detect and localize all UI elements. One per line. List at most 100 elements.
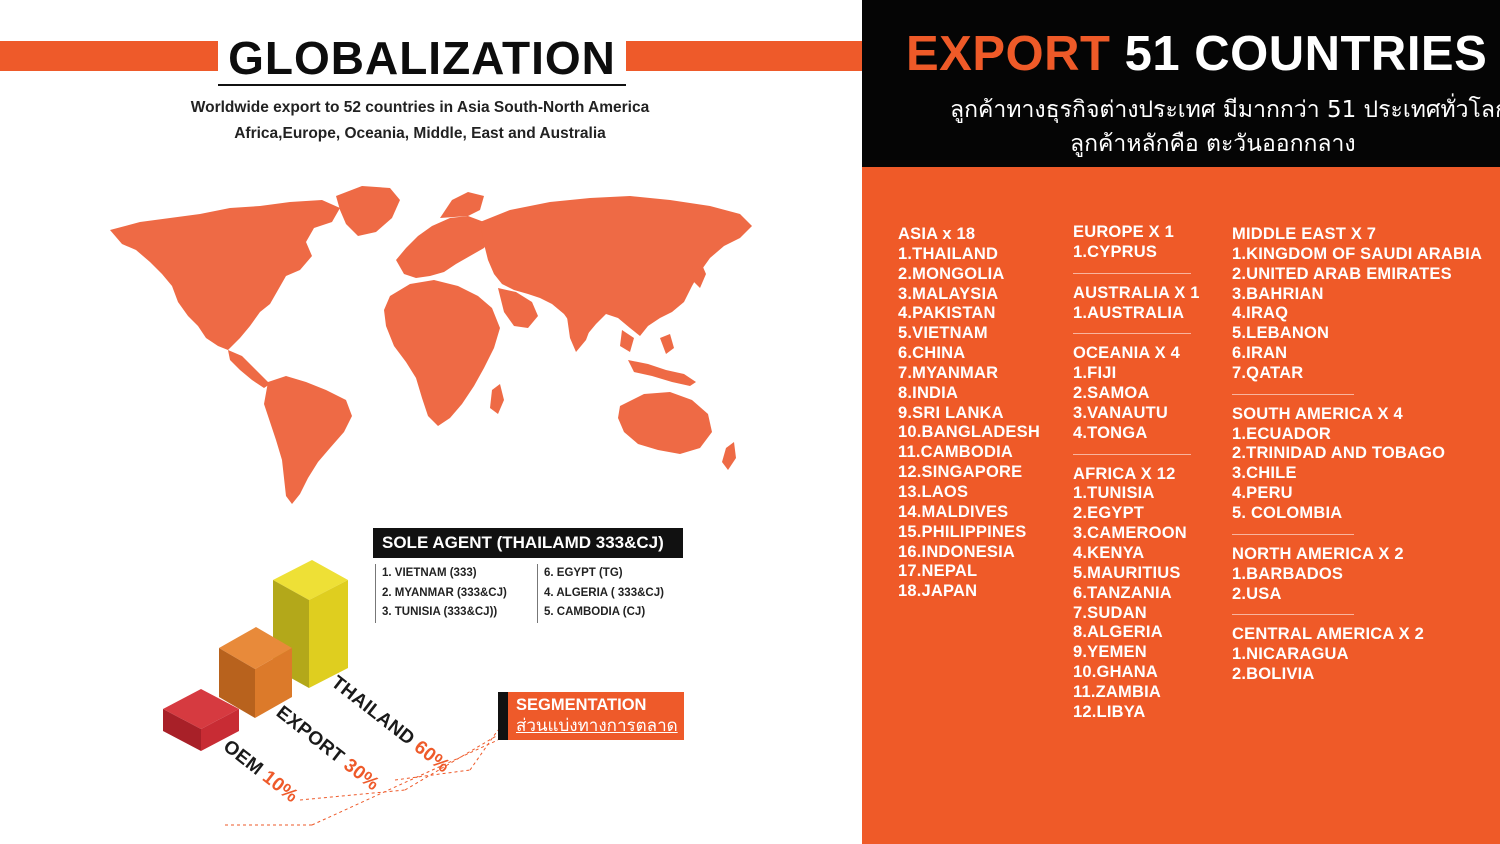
region-column-3: MIDDLE EAST X 7 1.KINGDOM OF SAUDI ARABIA… — [1232, 225, 1482, 705]
region-column-1: ASIA x 18 1.THAILAND 2.MONGOLIA 3.MALAYSIA 4… — [898, 225, 1040, 622]
thai-line-1: ลูกค้าทางธุรกิจต่างประเทศ มีมากกว่า 51 ป… — [950, 97, 1500, 123]
seg-pct: 30% — [339, 754, 384, 796]
country-item: 3.VANAUTU — [1073, 403, 1168, 422]
country-item: 1.BARBADOS — [1232, 564, 1344, 583]
title-bar-left — [0, 41, 220, 71]
country-item: 10.BANGLADESH — [898, 423, 1040, 442]
country-item: 7.QATAR — [1232, 363, 1304, 382]
title-bar-right — [624, 41, 862, 71]
region-header: AUSTRALIA X 1 — [1073, 283, 1200, 302]
country-item: 8.INDIA — [898, 383, 959, 402]
country-item: 9.SRI LANKA — [898, 403, 1004, 422]
thai-line-2: ลูกค้าหลักคือ ตะวันออกกลาง — [1070, 131, 1356, 157]
export-panel: EXPORT 51 COUNTRIES ลูกค้าทางธุรกิจต่างป… — [862, 0, 1500, 844]
country-item: 5.LEBANON — [1232, 324, 1330, 343]
region-header: NORTH AMERICA X 2 — [1232, 544, 1404, 563]
export-title: EXPORT 51 COUNTRIES — [906, 26, 1487, 82]
country-item: 1.TUNISIA — [1073, 484, 1155, 503]
country-item: 10.GHANA — [1073, 663, 1159, 682]
sole-agent-item: 3. TUNISIA (333&CJ)) — [382, 606, 498, 618]
region-group: NORTH AMERICA X 2 1.BARBADOS 2.USA — [1232, 545, 1404, 616]
region-group: ASIA x 18 1.THAILAND 2.MONGOLIA 3.MALAYSIA 4… — [898, 225, 1040, 612]
seg-pct: 10% — [258, 766, 302, 808]
page-title: GLOBALIZATION — [228, 32, 616, 84]
region-header: SOUTH AMERICA X 4 — [1232, 404, 1403, 423]
country-item: 2.EGYPT — [1073, 504, 1145, 523]
country-item: 5. COLOMBIA — [1232, 503, 1343, 522]
country-item: 11.CAMBODIA — [898, 443, 1013, 462]
region-group: AFRICA X 12 1.TUNISIA 2.EGYPT 3.CAMEROON 4.K… — [1073, 465, 1191, 733]
region-header: EUROPE X 1 — [1073, 223, 1175, 241]
country-item: 4.PERU — [1232, 484, 1293, 503]
sole-agent-item: 4. ALGERIA ( 333&CJ) — [544, 586, 664, 599]
export-title-rest: 51 COUNTRIES — [1124, 27, 1488, 81]
export-header: EXPORT 51 COUNTRIES ลูกค้าทางธุรกิจต่างป… — [862, 0, 1500, 167]
country-item: 1.ECUADOR — [1232, 424, 1331, 443]
country-item: 2.TRINIDAD AND TOBAGO — [1232, 444, 1446, 463]
seg-name: THAILAND — [327, 672, 419, 750]
country-item: 13.LAOS — [898, 482, 969, 501]
region-header: MIDDLE EAST X 7 — [1232, 225, 1377, 243]
country-item: 1.THAILAND — [898, 244, 999, 263]
country-item: 12.LIBYA — [1073, 702, 1146, 721]
country-item: 4.KENYA — [1073, 543, 1145, 562]
region-header: AFRICA X 12 — [1073, 464, 1176, 483]
country-item: 2.BOLIVIA — [1232, 665, 1315, 684]
seg-name: OEM — [219, 736, 267, 780]
export-title-accent: EXPORT — [906, 27, 1111, 81]
country-item: 6.CHINA — [898, 344, 966, 363]
seg-label-oem: OEM 10% — [218, 736, 302, 808]
country-item: 12.SINGAPORE — [898, 463, 1023, 482]
country-item: 9.YEMEN — [1073, 643, 1147, 662]
country-item: 1.KINGDOM OF SAUDI ARABIA — [1232, 244, 1483, 263]
country-item: 16.INDONESIA — [898, 542, 1016, 561]
country-item: 8.ALGERIA — [1073, 623, 1163, 642]
seg-pct: 60% — [409, 736, 454, 778]
subtitle-line2: Africa,Europe, Oceania, Middle, East and… — [234, 125, 606, 142]
world-map-icon — [110, 186, 752, 504]
country-item: 3.CHILE — [1232, 464, 1297, 483]
export-bar — [219, 627, 292, 718]
country-item: 5.MAURITIUS — [1073, 563, 1181, 582]
region-header: ASIA x 18 — [898, 225, 976, 243]
sole-agent-item: 2. MYANMAR (333&CJ) — [382, 586, 507, 599]
country-item: 1.CYPRUS — [1073, 242, 1158, 261]
sole-agent-item: 5. CAMBODIA (CJ) — [544, 606, 646, 618]
country-item: 3.BAHRIAN — [1232, 284, 1324, 303]
country-item: 6.TANZANIA — [1073, 583, 1172, 602]
country-item: 3.CAMEROON — [1073, 524, 1187, 543]
region-group: AUSTRALIA X 1 1.AUSTRALIA — [1073, 284, 1199, 335]
segmentation-title: SEGMENTATION — [516, 696, 647, 714]
thailand-bar — [273, 560, 348, 688]
segmentation-subtitle: ส่วนแบ่งทางการตลาด — [516, 716, 678, 735]
region-group: SOUTH AMERICA X 4 1.ECUADOR 2.TRINIDAD AND… — [1232, 405, 1445, 535]
country-item: 4.IRAQ — [1232, 304, 1289, 323]
country-item: 7.SUDAN — [1073, 603, 1147, 622]
country-item: 2.USA — [1232, 584, 1282, 603]
seg-name: EXPORT — [272, 702, 348, 768]
country-item: 2.SAMOA — [1073, 384, 1150, 403]
sole-agent-item: 1. VIETNAM (333) — [382, 567, 477, 579]
globalization-panel: GLOBALIZATION Worldwide export to 52 cou… — [0, 32, 862, 826]
region-header: OCEANIA X 4 — [1073, 344, 1181, 363]
country-item: 1.NICARAGUA — [1232, 645, 1349, 664]
country-item: 4.TONGA — [1073, 423, 1148, 442]
country-item: 1.FIJI — [1073, 364, 1117, 383]
region-header: CENTRAL AMERICA X 2 — [1232, 625, 1425, 644]
country-item: 1.AUSTRALIA — [1073, 303, 1185, 322]
country-item: 5.VIETNAM — [898, 324, 988, 343]
country-item: 4.PAKISTAN — [898, 304, 996, 323]
country-item: 2.UNITED ARAB EMIRATES — [1232, 264, 1452, 283]
country-item: 2.MONGOLIA — [898, 264, 1005, 283]
region-group: MIDDLE EAST X 7 1.KINGDOM OF SAUDI ARABIA… — [1232, 225, 1482, 395]
segmentation-box: SEGMENTATION ส่วนแบ่งทางการตลาด — [498, 692, 684, 740]
country-item: 18.JAPAN — [898, 582, 978, 601]
region-group: CENTRAL AMERICA X 2 1.NICARAGUA 2.BOLIVIA — [1232, 625, 1424, 695]
country-item: 17.NEPAL — [898, 562, 978, 581]
region-column-2: EUROPE X 1 1.CYPRUS AUSTRALIA X 1 1.AUSTRAL… — [1073, 223, 1199, 743]
country-item: 6.IRAN — [1232, 344, 1288, 363]
region-group: OCEANIA X 4 1.FIJI 2.SAMOA 3.VANAUTU 4.TONGA — [1073, 344, 1191, 455]
country-item: 15.PHILIPPINES — [898, 522, 1027, 541]
sole-agent-list-1: 1. VIETNAM (333) 2. MYANMAR (333&CJ) 3. … — [375, 564, 507, 623]
sole-agent-header: SOLE AGENT (THAILAMD 333&CJ) — [373, 528, 683, 558]
